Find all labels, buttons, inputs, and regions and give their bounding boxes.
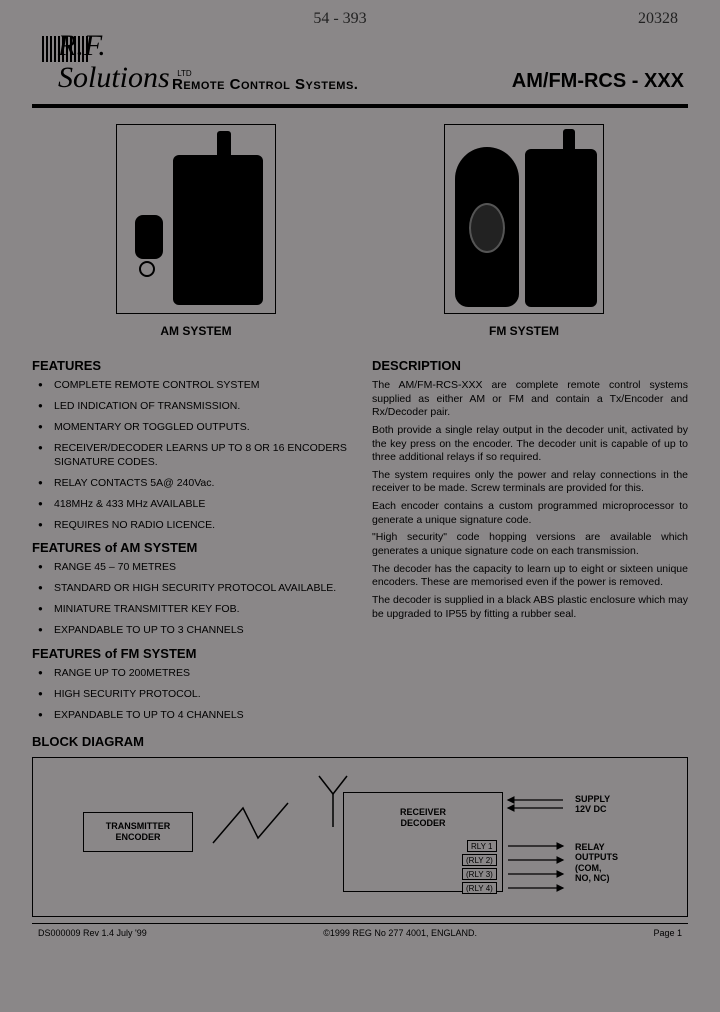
feature-item: REQUIRES NO RADIO LICENCE. [38,519,348,532]
desc-para: The decoder has the capacity to learn up… [372,563,688,590]
supply-label: SUPPLY 12V DC [575,794,610,815]
rly-box: (RLY 3) [462,868,497,880]
footer: DS000009 Rev 1.4 July '99 ©1999 REG No 2… [32,924,688,942]
block-diagram: TRANSMITTER ENCODER RECEIVER DECODER RLY… [32,757,688,917]
rly-box: RLY 1 [467,840,497,852]
feature-item: HIGH SECURITY PROTOCOL. [38,688,348,701]
feature-item: STANDARD OR HIGH SECURITY PROTOCOL AVAIL… [38,582,348,595]
header: R.F. Solutions LTD Remote Control System… [32,32,688,102]
feature-item: LED INDICATION OF TRANSMISSION. [38,400,348,413]
feature-item: RELAY CONTACTS 5A@ 240Vac. [38,477,348,490]
brand-line-2: Solutions [58,61,170,94]
tagline: Remote Control Systems. [172,76,358,93]
relay-outputs-label: RELAY OUTPUTS (COM, NO, NC) [575,842,618,883]
part-number: AM/FM-RCS - XXX [512,70,684,93]
tx-label: TRANSMITTER ENCODER [106,821,171,843]
fm-system-image [444,124,604,314]
description-column: DESCRIPTION The AM/FM-RCS-XXX are comple… [372,352,688,730]
desc-para: Both provide a single relay output in th… [372,424,688,465]
desc-para: The decoder is supplied in a black ABS p… [372,594,688,621]
description-heading: DESCRIPTION [372,358,688,373]
footer-left: DS000009 Rev 1.4 July '99 [38,928,147,938]
fm-caption: FM SYSTEM [444,324,604,338]
feature-item: MOMENTARY OR TOGGLED OUTPUTS. [38,421,348,434]
desc-para: The AM/FM-RCS-XXX are complete remote co… [372,379,688,420]
am-system-block: AM SYSTEM [116,124,276,338]
block-diagram-heading: BLOCK DIAGRAM [32,734,688,749]
am-system-image [116,124,276,314]
handwriting-row: 54 - 393 20328 [32,10,688,32]
hw-right: 20328 [638,10,678,28]
feature-item: RANGE 45 – 70 METRES [38,561,348,574]
features-list: COMPLETE REMOTE CONTROL SYSTEM LED INDIC… [32,379,348,532]
brand-line-1: R.F. [58,29,106,62]
am-caption: AM SYSTEM [116,324,276,338]
rf-wave-icon [203,788,313,858]
feature-item: 418MHz & 433 MHz AVAILABLE [38,498,348,511]
am-features-list: RANGE 45 – 70 METRES STANDARD OR HIGH SE… [32,561,348,638]
feature-item: MINIATURE TRANSMITTER KEY FOB. [38,603,348,616]
fm-features-list: RANGE UP TO 200METRES HIGH SECURITY PROT… [32,667,348,722]
feature-item: EXPANDABLE TO UP TO 3 CHANNELS [38,624,348,637]
rly-box: (RLY 4) [462,882,497,894]
desc-para: The system requires only the power and r… [372,469,688,496]
footer-right: Page 1 [653,928,682,938]
hw-mid: 54 - 393 [313,10,366,28]
page: 54 - 393 20328 R.F. Solutions LTD Remote… [32,10,688,942]
transmitter-box: TRANSMITTER ENCODER [83,812,193,852]
feature-item: RECEIVER/DECODER LEARNS UP TO 8 OR 16 EN… [38,442,348,468]
fm-system-block: FM SYSTEM [444,124,604,338]
rx-label: RECEIVER DECODER [400,807,446,829]
am-features-heading: FEATURES of AM SYSTEM [32,540,348,555]
product-images-row: AM SYSTEM FM SYSTEM [32,124,688,338]
desc-para: "High security" code hopping versions ar… [372,531,688,558]
rly-box: (RLY 2) [462,854,497,866]
footer-mid: ©1999 REG No 277 4001, ENGLAND. [323,928,477,938]
divider [32,104,688,108]
feature-item: EXPANDABLE TO UP TO 4 CHANNELS [38,709,348,722]
features-heading: FEATURES [32,358,348,373]
content-columns: FEATURES COMPLETE REMOTE CONTROL SYSTEM … [32,352,688,730]
fm-features-heading: FEATURES of FM SYSTEM [32,646,348,661]
feature-item: COMPLETE REMOTE CONTROL SYSTEM [38,379,348,392]
features-column: FEATURES COMPLETE REMOTE CONTROL SYSTEM … [32,352,348,730]
feature-item: RANGE UP TO 200METRES [38,667,348,680]
desc-para: Each encoder contains a custom programme… [372,500,688,527]
